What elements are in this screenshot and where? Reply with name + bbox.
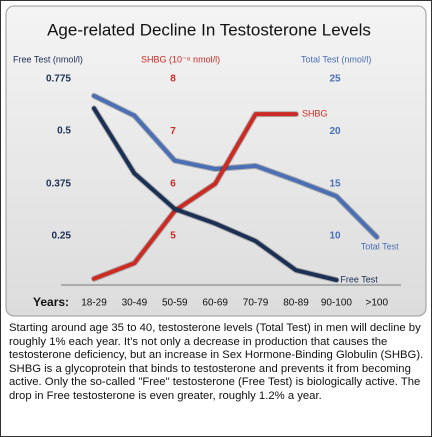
- series-line: [92, 93, 379, 239]
- series-line: [92, 106, 339, 282]
- x-tick-label: 70-79: [243, 298, 269, 309]
- x-tick-label: 30-49: [122, 298, 148, 309]
- x-tick-label: 80-89: [283, 298, 309, 309]
- x-tick-label: 60-69: [202, 298, 228, 309]
- series-label: SHBG: [302, 108, 328, 118]
- chart: Age-related Decline In Testosterone Leve…: [5, 5, 427, 317]
- tick-label: 5: [170, 231, 176, 242]
- tick-label: 25: [329, 74, 341, 85]
- tick-label: 0.25: [52, 231, 72, 242]
- chart-panel: [5, 5, 427, 317]
- tick-label: 20: [329, 126, 341, 137]
- tick-label: 7: [170, 126, 176, 137]
- series-line: [92, 112, 298, 281]
- x-axis-label: Years:: [33, 295, 69, 309]
- y2-axis-label: SHBG (10⁻⁸ nmol/l): [141, 54, 220, 64]
- chart-title: Age-related Decline In Testosterone Leve…: [47, 20, 371, 39]
- caption: Starting around age 35 to 40, testostero…: [9, 322, 424, 402]
- series-label: Total Test: [361, 241, 399, 251]
- tick-label: 8: [170, 74, 176, 85]
- x-tick-label: 50-59: [162, 298, 188, 309]
- tick-label: 0.775: [46, 74, 71, 85]
- y-axis-label: Free Test (nmol/l): [13, 54, 83, 64]
- tick-label: 6: [170, 178, 176, 189]
- tick-label: 0.375: [46, 179, 71, 190]
- tick-label: 15: [329, 178, 341, 189]
- tick-label: 0.5: [57, 126, 71, 137]
- x-tick-label: 18-29: [81, 298, 107, 309]
- series-label: Free Test: [340, 274, 378, 284]
- y3-axis-label: Total Test (nmol/l): [301, 54, 371, 64]
- x-tick-label: 90-100: [321, 298, 353, 309]
- tick-label: 10: [329, 231, 341, 242]
- x-tick-label: >100: [366, 298, 389, 309]
